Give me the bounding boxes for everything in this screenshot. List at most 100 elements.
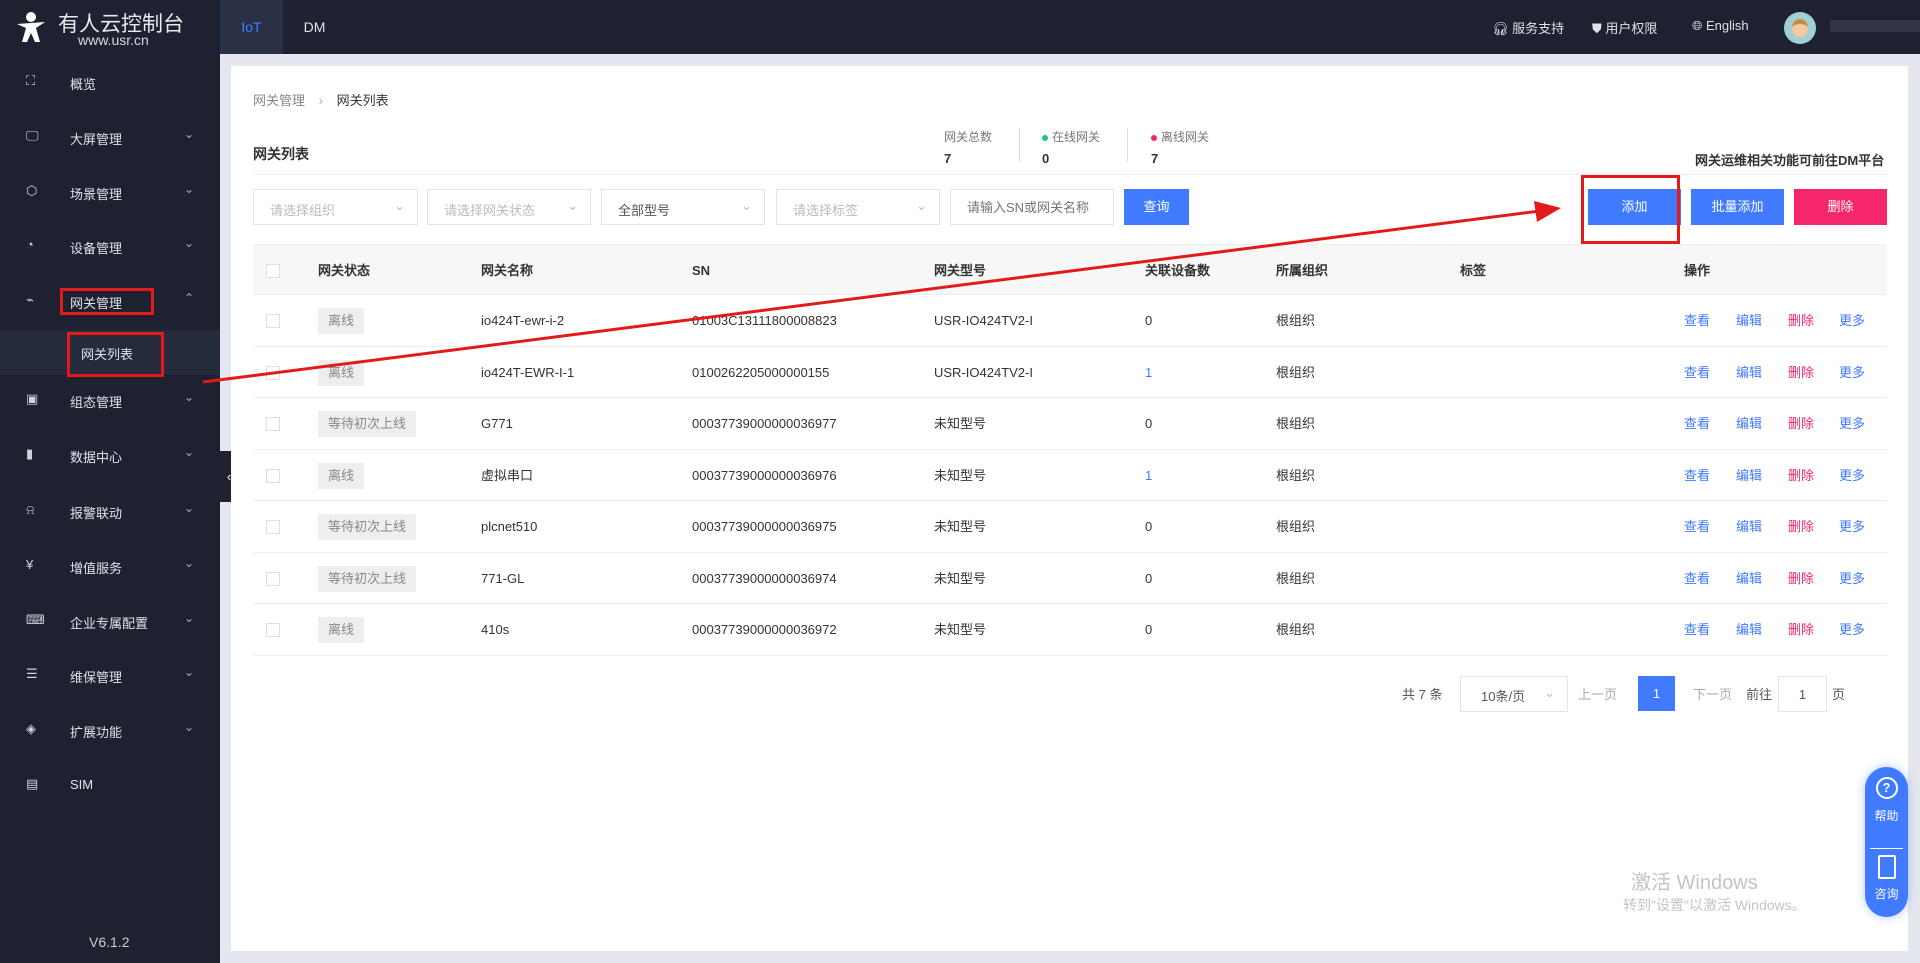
tag-select[interactable]: 请选择标签 ⌄ <box>776 189 940 225</box>
cell-name: 410s <box>481 622 510 637</box>
row-action-1[interactable]: 编辑 <box>1736 622 1763 637</box>
goto-page-input[interactable] <box>1778 676 1827 712</box>
cell-sn: 00037739000000036977 <box>692 416 837 431</box>
cell-model: 未知型号 <box>934 622 987 637</box>
sidebar-item-9[interactable]: ⌨︎ 企业专属配置 ⌄ <box>26 611 195 631</box>
sidebar-item-8[interactable]: ¥ 增值服务 ⌄ <box>26 556 195 576</box>
sidebar-item-5[interactable]: ▣ 组态管理 ⌄ <box>26 390 195 410</box>
row-action-0[interactable]: 查看 <box>1684 519 1711 534</box>
chevron-icon: ⌄ <box>184 127 195 141</box>
avatar[interactable] <box>1784 12 1816 44</box>
row-action-2[interactable]: 删除 <box>1788 622 1815 637</box>
tab-dm[interactable]: DM <box>303 19 326 35</box>
sidebar-item-4[interactable]: ⌁ 网关管理 ⌃ <box>26 291 195 311</box>
search-input[interactable] <box>950 189 1114 225</box>
divider <box>1127 128 1128 162</box>
sim-icon: ▤ <box>26 776 39 791</box>
row-action-2[interactable]: 删除 <box>1788 519 1815 534</box>
page-1-button[interactable]: 1 <box>1638 676 1675 711</box>
row-checkbox[interactable] <box>266 365 280 380</box>
select-all-checkbox[interactable] <box>266 264 280 278</box>
version: V6.1.2 <box>89 934 130 950</box>
image-icon: ▣ <box>26 391 39 406</box>
permission-link[interactable]: ⛊ 用户权限 <box>1592 21 1658 36</box>
sidebar-item-gateway-list[interactable]: 网关列表 <box>0 330 220 375</box>
row-action-2[interactable]: 删除 <box>1788 570 1815 586</box>
divider <box>253 174 1887 175</box>
add-button[interactable]: 添加 <box>1588 189 1681 225</box>
model-select[interactable]: 全部型号 ⌄ <box>601 189 765 225</box>
page-size-select[interactable]: 10条/页 ⌄ <box>1460 676 1568 712</box>
row-checkbox[interactable] <box>266 314 280 328</box>
row-checkbox[interactable] <box>266 417 280 431</box>
status-select[interactable]: 请选择网关状态 ⌄ <box>427 189 591 225</box>
sidebar-item-3[interactable]: ◔ 设备管理 ⌄ <box>26 236 195 256</box>
status-badge: 离线 <box>318 308 365 334</box>
cell-sn: 01003C13111800008823 <box>692 313 837 328</box>
row-action-1[interactable]: 编辑 <box>1736 416 1763 431</box>
support-link[interactable]: 🎧︎ 服务支持 <box>1492 21 1565 36</box>
sidebar-item-2[interactable]: ⬡ 场景管理 ⌄ <box>26 182 195 202</box>
row-action-1[interactable]: 编辑 <box>1736 467 1763 483</box>
help-button[interactable]: ? 帮助 <box>1865 777 1908 824</box>
breadcrumb-parent[interactable]: 网关管理 <box>253 93 306 108</box>
next-page-button[interactable]: 下一页 <box>1693 687 1733 702</box>
batch-add-button[interactable]: 批量添加 <box>1691 189 1784 225</box>
cell-name: io424T-ewr-i-2 <box>481 313 565 328</box>
cell-org: 根组织 <box>1276 467 1316 483</box>
row-action-2[interactable]: 删除 <box>1788 416 1815 431</box>
row-action-1[interactable]: 编辑 <box>1736 364 1763 380</box>
query-button[interactable]: 查询 <box>1124 189 1189 225</box>
column-header: 关联设备数 <box>1145 263 1211 278</box>
row-action-1[interactable]: 编辑 <box>1736 313 1763 328</box>
row-action-0[interactable]: 查看 <box>1684 467 1711 483</box>
sidebar-item-1[interactable]: 🖵︎ 大屏管理 ⌄ <box>26 127 195 147</box>
row-checkbox[interactable] <box>266 571 280 586</box>
row-checkbox[interactable] <box>266 468 280 483</box>
row-action-2[interactable]: 删除 <box>1788 313 1815 328</box>
row-checkbox[interactable] <box>266 623 280 637</box>
username-blurred <box>1830 20 1920 32</box>
row-action-0[interactable]: 查看 <box>1684 622 1711 637</box>
row-action-3[interactable]: 更多 <box>1839 313 1866 328</box>
row-action-3[interactable]: 更多 <box>1839 519 1866 534</box>
row-action-2[interactable]: 删除 <box>1788 467 1815 483</box>
cell-sn: 00037739000000036972 <box>692 622 837 637</box>
tab-iot[interactable]: IoT <box>220 0 283 54</box>
sidebar-item-7[interactable]: ⍾ 报警联动 ⌄ <box>26 501 195 521</box>
sidebar-item-11[interactable]: ◈ 扩展功能 ⌄ <box>26 720 195 740</box>
chevron-down-icon: ⌄ <box>1544 685 1555 700</box>
table-row: 离线 io424T-EWR-I-1 0100262205000000155 USR-I… <box>253 347 1887 398</box>
delete-button[interactable]: 删除 <box>1794 189 1887 225</box>
scan-icon: ⛶ <box>26 73 36 88</box>
row-action-1[interactable]: 编辑 <box>1736 519 1763 534</box>
row-checkbox[interactable] <box>266 520 280 534</box>
org-select[interactable]: 请选择组织 ⌄ <box>253 189 418 225</box>
row-action-3[interactable]: 更多 <box>1839 467 1866 483</box>
cell-model: 未知型号 <box>934 519 987 534</box>
row-action-3[interactable]: 更多 <box>1839 364 1866 380</box>
row-action-0[interactable]: 查看 <box>1684 364 1711 380</box>
sidebar-item-10[interactable]: ☰ 维保管理 ⌄ <box>26 665 195 685</box>
status-dot-icon <box>1151 134 1157 141</box>
prev-page-button[interactable]: 上一页 <box>1578 687 1618 702</box>
brand-title: 有人云控制台 <box>58 13 184 36</box>
row-action-3[interactable]: 更多 <box>1839 622 1866 637</box>
chevron-icon: ⌄ <box>184 501 195 515</box>
column-header: 网关型号 <box>934 263 987 278</box>
cell-org: 根组织 <box>1276 364 1316 380</box>
row-action-1[interactable]: 编辑 <box>1736 570 1763 586</box>
row-action-0[interactable]: 查看 <box>1684 570 1711 586</box>
row-action-3[interactable]: 更多 <box>1839 416 1866 431</box>
table-header: 网关状态 网关名称 SN 网关型号 关联设备数 所属组织 标签 操作 <box>253 244 1887 295</box>
row-action-3[interactable]: 更多 <box>1839 570 1866 586</box>
sidebar-item-6[interactable]: ▮ 数据中心 ⌄ <box>26 445 195 465</box>
row-action-0[interactable]: 查看 <box>1684 313 1711 328</box>
row-action-0[interactable]: 查看 <box>1684 416 1711 431</box>
sidebar-item-0[interactable]: ⛶ 概览 <box>26 73 97 92</box>
consult-button[interactable]: 咨询 <box>1865 855 1908 902</box>
windows-watermark: 激活 Windows <box>1631 872 1758 894</box>
sidebar-item-12[interactable]: ▤ SIM <box>0 758 220 813</box>
row-action-2[interactable]: 删除 <box>1788 364 1815 380</box>
language-switch[interactable]: 🌐︎ English <box>1692 18 1749 33</box>
